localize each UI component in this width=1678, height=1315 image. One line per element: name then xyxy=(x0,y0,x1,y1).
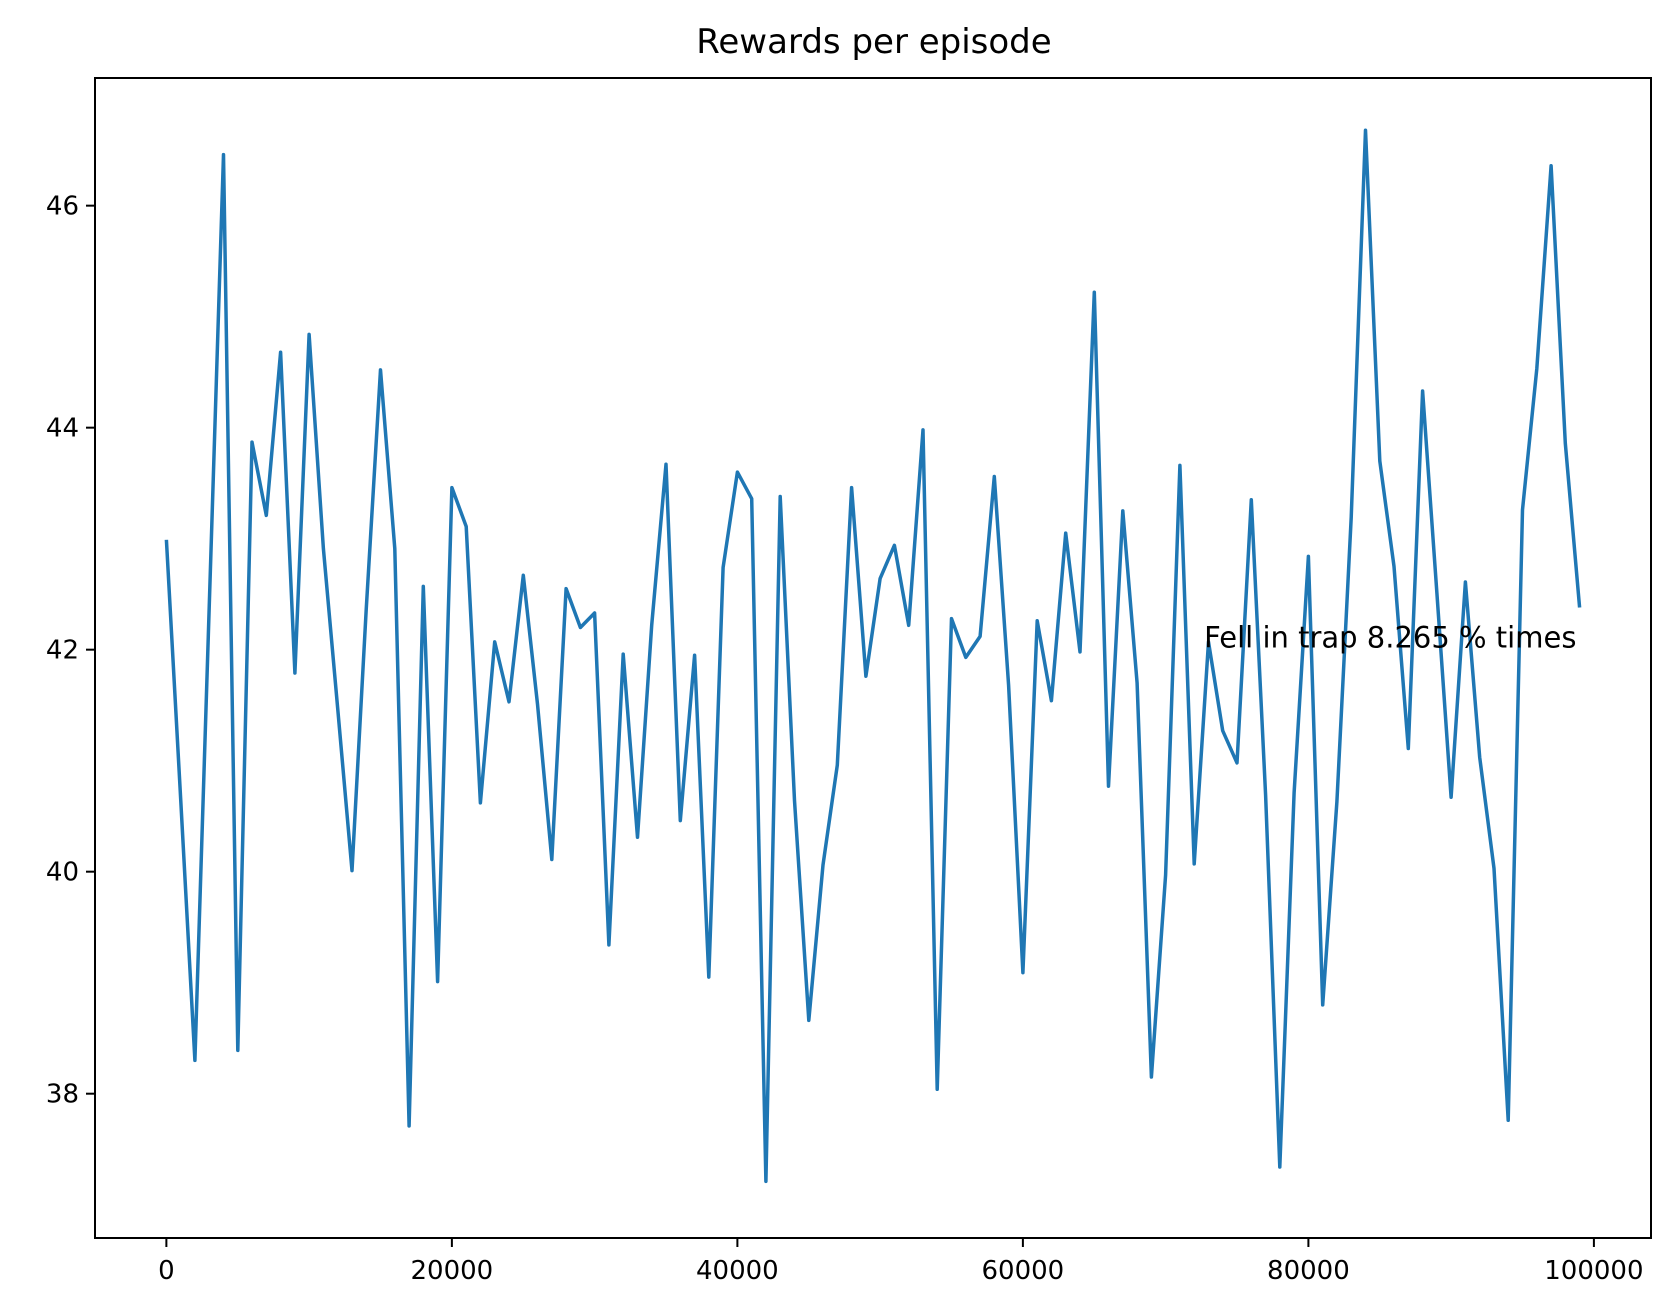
x-tick-label: 60000 xyxy=(982,1256,1065,1286)
y-tick-label: 44 xyxy=(46,414,79,444)
x-tick-label: 0 xyxy=(158,1256,175,1286)
x-tick-label: 100000 xyxy=(1544,1256,1643,1286)
chart-title: Rewards per episode xyxy=(696,22,1051,62)
y-tick-label: 46 xyxy=(46,192,79,222)
annotation-fell-in-trap: Fell in trap 8.265 % times xyxy=(1204,621,1576,655)
x-tick-label: 20000 xyxy=(411,1256,494,1286)
y-axis-ticks: 38 40 42 44 46 xyxy=(46,192,95,1110)
x-tick-label: 80000 xyxy=(1267,1256,1350,1286)
y-tick-label: 42 xyxy=(46,636,79,666)
x-tick-label: 40000 xyxy=(696,1256,779,1286)
series-line-rewards xyxy=(164,128,1582,1184)
axes-frame xyxy=(94,77,1652,1239)
y-tick-label: 38 xyxy=(46,1080,79,1110)
y-tick-label: 40 xyxy=(46,858,79,888)
x-axis-ticks: 0 20000 40000 60000 80000 100000 xyxy=(158,1238,1644,1286)
